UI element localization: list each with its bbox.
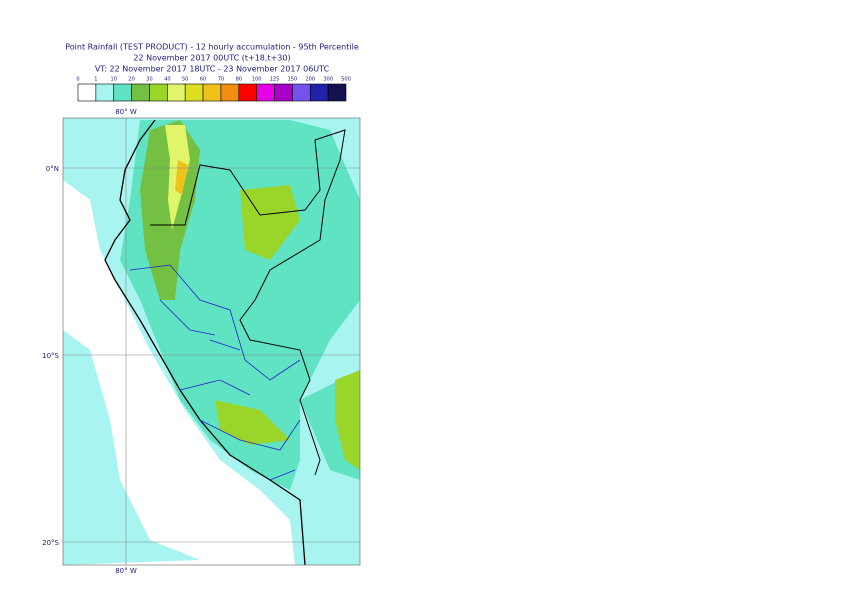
lat-label: 20°S	[42, 539, 59, 547]
lat-label: 0°N	[46, 165, 59, 173]
map-frame	[62, 117, 361, 566]
lat-label: 10°S	[42, 352, 59, 360]
legend-label: 10	[111, 77, 117, 83]
map	[63, 118, 360, 565]
legend-swatch	[167, 83, 186, 102]
legend-swatch	[327, 83, 347, 102]
legend-swatch	[256, 83, 275, 102]
legend-label: 300	[323, 77, 333, 83]
legend-label: 80	[236, 77, 242, 83]
legend-swatch	[274, 83, 293, 102]
legend-label: 60	[200, 77, 206, 83]
legend-label: 100	[252, 77, 262, 83]
legend-swatch	[184, 83, 204, 102]
legend-label: 200	[305, 77, 315, 83]
legend-swatch	[113, 83, 132, 102]
legend-label: 0	[76, 77, 79, 83]
legend-swatch	[149, 83, 168, 102]
legend-label: 30	[146, 77, 152, 83]
legend-label: 40	[164, 77, 170, 83]
legend-label: 1	[94, 77, 97, 83]
legend-label: 150	[288, 77, 298, 83]
lon-label: 80° W	[115, 108, 137, 116]
lon-label: 80° W	[115, 567, 137, 575]
legend-label: 500	[341, 77, 351, 83]
legend-label: 125	[270, 77, 280, 83]
title-line: Point Rainfall (TEST PRODUCT) - 12 hourl…	[65, 43, 359, 52]
legend-label: 70	[218, 77, 224, 83]
title-line: VT: 22 November 2017 18UTC - 23 November…	[95, 65, 330, 74]
legend-label: 20	[128, 77, 134, 83]
legend-swatch	[238, 83, 257, 102]
legend-swatch	[77, 83, 97, 102]
title-line: 22 November 2017 00UTC (t+18,t+30)	[133, 54, 290, 63]
legend-swatch	[95, 83, 115, 102]
legend-swatch	[292, 83, 311, 102]
legend-swatch	[202, 83, 222, 102]
legend-label: 50	[182, 77, 188, 83]
legend-swatch	[309, 83, 329, 102]
legend-swatch	[220, 83, 240, 102]
legend-swatch	[131, 83, 150, 102]
